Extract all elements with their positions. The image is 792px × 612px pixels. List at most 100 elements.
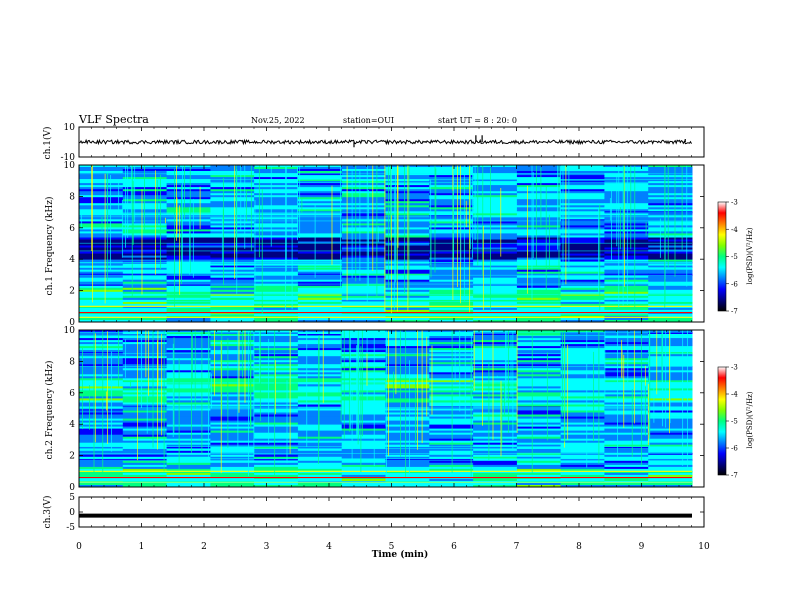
spectrogram-cell	[210, 189, 255, 192]
spectrogram-cell	[210, 442, 255, 446]
spectrogram-cell	[429, 454, 474, 458]
spectrogram-cell	[648, 432, 693, 436]
spectrogram-cell	[341, 275, 386, 279]
spectrogram-cell	[254, 295, 299, 299]
spectrogram-cell	[341, 283, 386, 287]
spectrogram-cell	[385, 436, 430, 440]
spectrogram-cell	[604, 237, 649, 240]
spectrogram-cell	[210, 474, 255, 478]
spectrogram-cell	[516, 199, 562, 202]
spectrogram-cell	[166, 400, 211, 403]
spectrogram-cell	[210, 460, 255, 464]
spectrogram-cell	[429, 404, 474, 407]
spectrogram-cell	[341, 424, 386, 427]
spectrogram-cell	[648, 251, 693, 254]
spectrogram-cell	[122, 396, 168, 399]
spectrogram-cell	[341, 404, 386, 407]
spectrogram-cell	[560, 309, 605, 313]
spectrogram-cell	[560, 456, 605, 460]
spectrogram-cell	[79, 376, 124, 379]
spectrogram-cell	[122, 392, 168, 395]
spectrogram-cell	[473, 201, 518, 204]
spectrogram-cell	[516, 307, 562, 311]
spectrogram-cell	[516, 348, 562, 351]
spectrogram-cell	[473, 400, 518, 403]
spectrogram-cell	[560, 295, 605, 299]
spectrogram-cell	[341, 231, 386, 234]
spectrogram-cell	[210, 368, 255, 371]
spectrogram-cell	[604, 239, 649, 242]
spectrogram-cell	[297, 173, 343, 176]
spectrogram-cell	[341, 358, 386, 361]
spectrogram-cell	[604, 269, 649, 273]
spectrogram-cell	[516, 398, 562, 401]
spectrogram-cell	[429, 167, 474, 170]
spectrogram-cell	[166, 404, 211, 407]
spectrogram-cell	[254, 277, 299, 281]
spectrogram-cell	[254, 253, 299, 256]
spectrogram-cell	[210, 173, 255, 176]
spectrogram-cell	[560, 247, 605, 250]
spectrogram-cell	[254, 263, 299, 266]
spectrogram-cell	[297, 269, 343, 273]
ch1-spec-ytick: 2	[69, 287, 75, 297]
spectrogram-cell	[516, 193, 562, 196]
spectrogram-cell	[560, 462, 605, 466]
spectrogram-cell	[79, 267, 124, 271]
spectrogram-cell	[79, 334, 124, 337]
spectrogram-cell	[473, 424, 518, 427]
spectrogram-cell	[254, 269, 299, 273]
spectrogram-cell	[79, 233, 124, 236]
spectrogram-cell	[166, 201, 211, 204]
spectrogram-cell	[210, 275, 255, 279]
spectrogram-cell	[210, 171, 255, 174]
spectrogram-cell	[297, 193, 343, 196]
spectrogram-cell	[122, 372, 168, 375]
spectrogram-cell	[473, 384, 518, 387]
spectrogram-cell	[79, 410, 124, 413]
spectrogram-cell	[648, 201, 693, 204]
spectrogram-cell	[210, 358, 255, 361]
spectrogram-cell	[341, 414, 386, 417]
spectrogram-cell	[122, 462, 168, 466]
spectrogram-cell	[166, 233, 211, 236]
spectrogram-cell	[166, 426, 211, 429]
spectrogram-cell	[79, 414, 124, 417]
spectrogram-cell	[560, 430, 605, 433]
spectrogram-cell	[604, 334, 649, 337]
spectrogram-cell	[341, 247, 386, 250]
spectrogram-cell	[166, 277, 211, 281]
spectrogram-cell	[648, 468, 693, 472]
spectrogram-cell	[122, 257, 168, 260]
spectrogram-cell	[560, 183, 605, 186]
spectrogram-cell	[122, 267, 168, 271]
spectrogram-cell	[385, 410, 430, 413]
spectrogram-cell	[648, 307, 693, 311]
spectrogram-cell	[341, 460, 386, 464]
spectrogram-cell	[516, 332, 562, 335]
spectrogram-cell	[254, 283, 299, 287]
spectrogram-cell	[560, 454, 605, 458]
spectrogram-cell	[604, 275, 649, 279]
spectrogram-cell	[341, 410, 386, 413]
spectrogram-cell	[516, 388, 562, 391]
spectrogram-cell	[166, 398, 211, 401]
spectrogram-cell	[254, 334, 299, 337]
spectrogram-cell	[385, 378, 430, 381]
spectrogram-cell	[79, 348, 124, 351]
spectrogram-cell	[341, 354, 386, 357]
x-tick-label: 5	[389, 542, 395, 552]
spectrogram-cell	[341, 313, 386, 317]
spectrogram-cell	[341, 436, 386, 440]
spectrogram-cell	[254, 346, 299, 349]
spectrogram-cell	[297, 303, 343, 307]
spectrogram-cell	[560, 203, 605, 206]
spectrogram-cell	[429, 275, 474, 279]
spectrogram-cell	[297, 305, 343, 309]
spectrogram-cell	[473, 301, 518, 305]
spectrogram-cell	[122, 466, 168, 470]
spectrogram-cell	[429, 235, 474, 238]
spectrogram-cell	[648, 225, 693, 228]
spectrogram-cell	[297, 474, 343, 478]
spectrogram-cell	[341, 442, 386, 446]
